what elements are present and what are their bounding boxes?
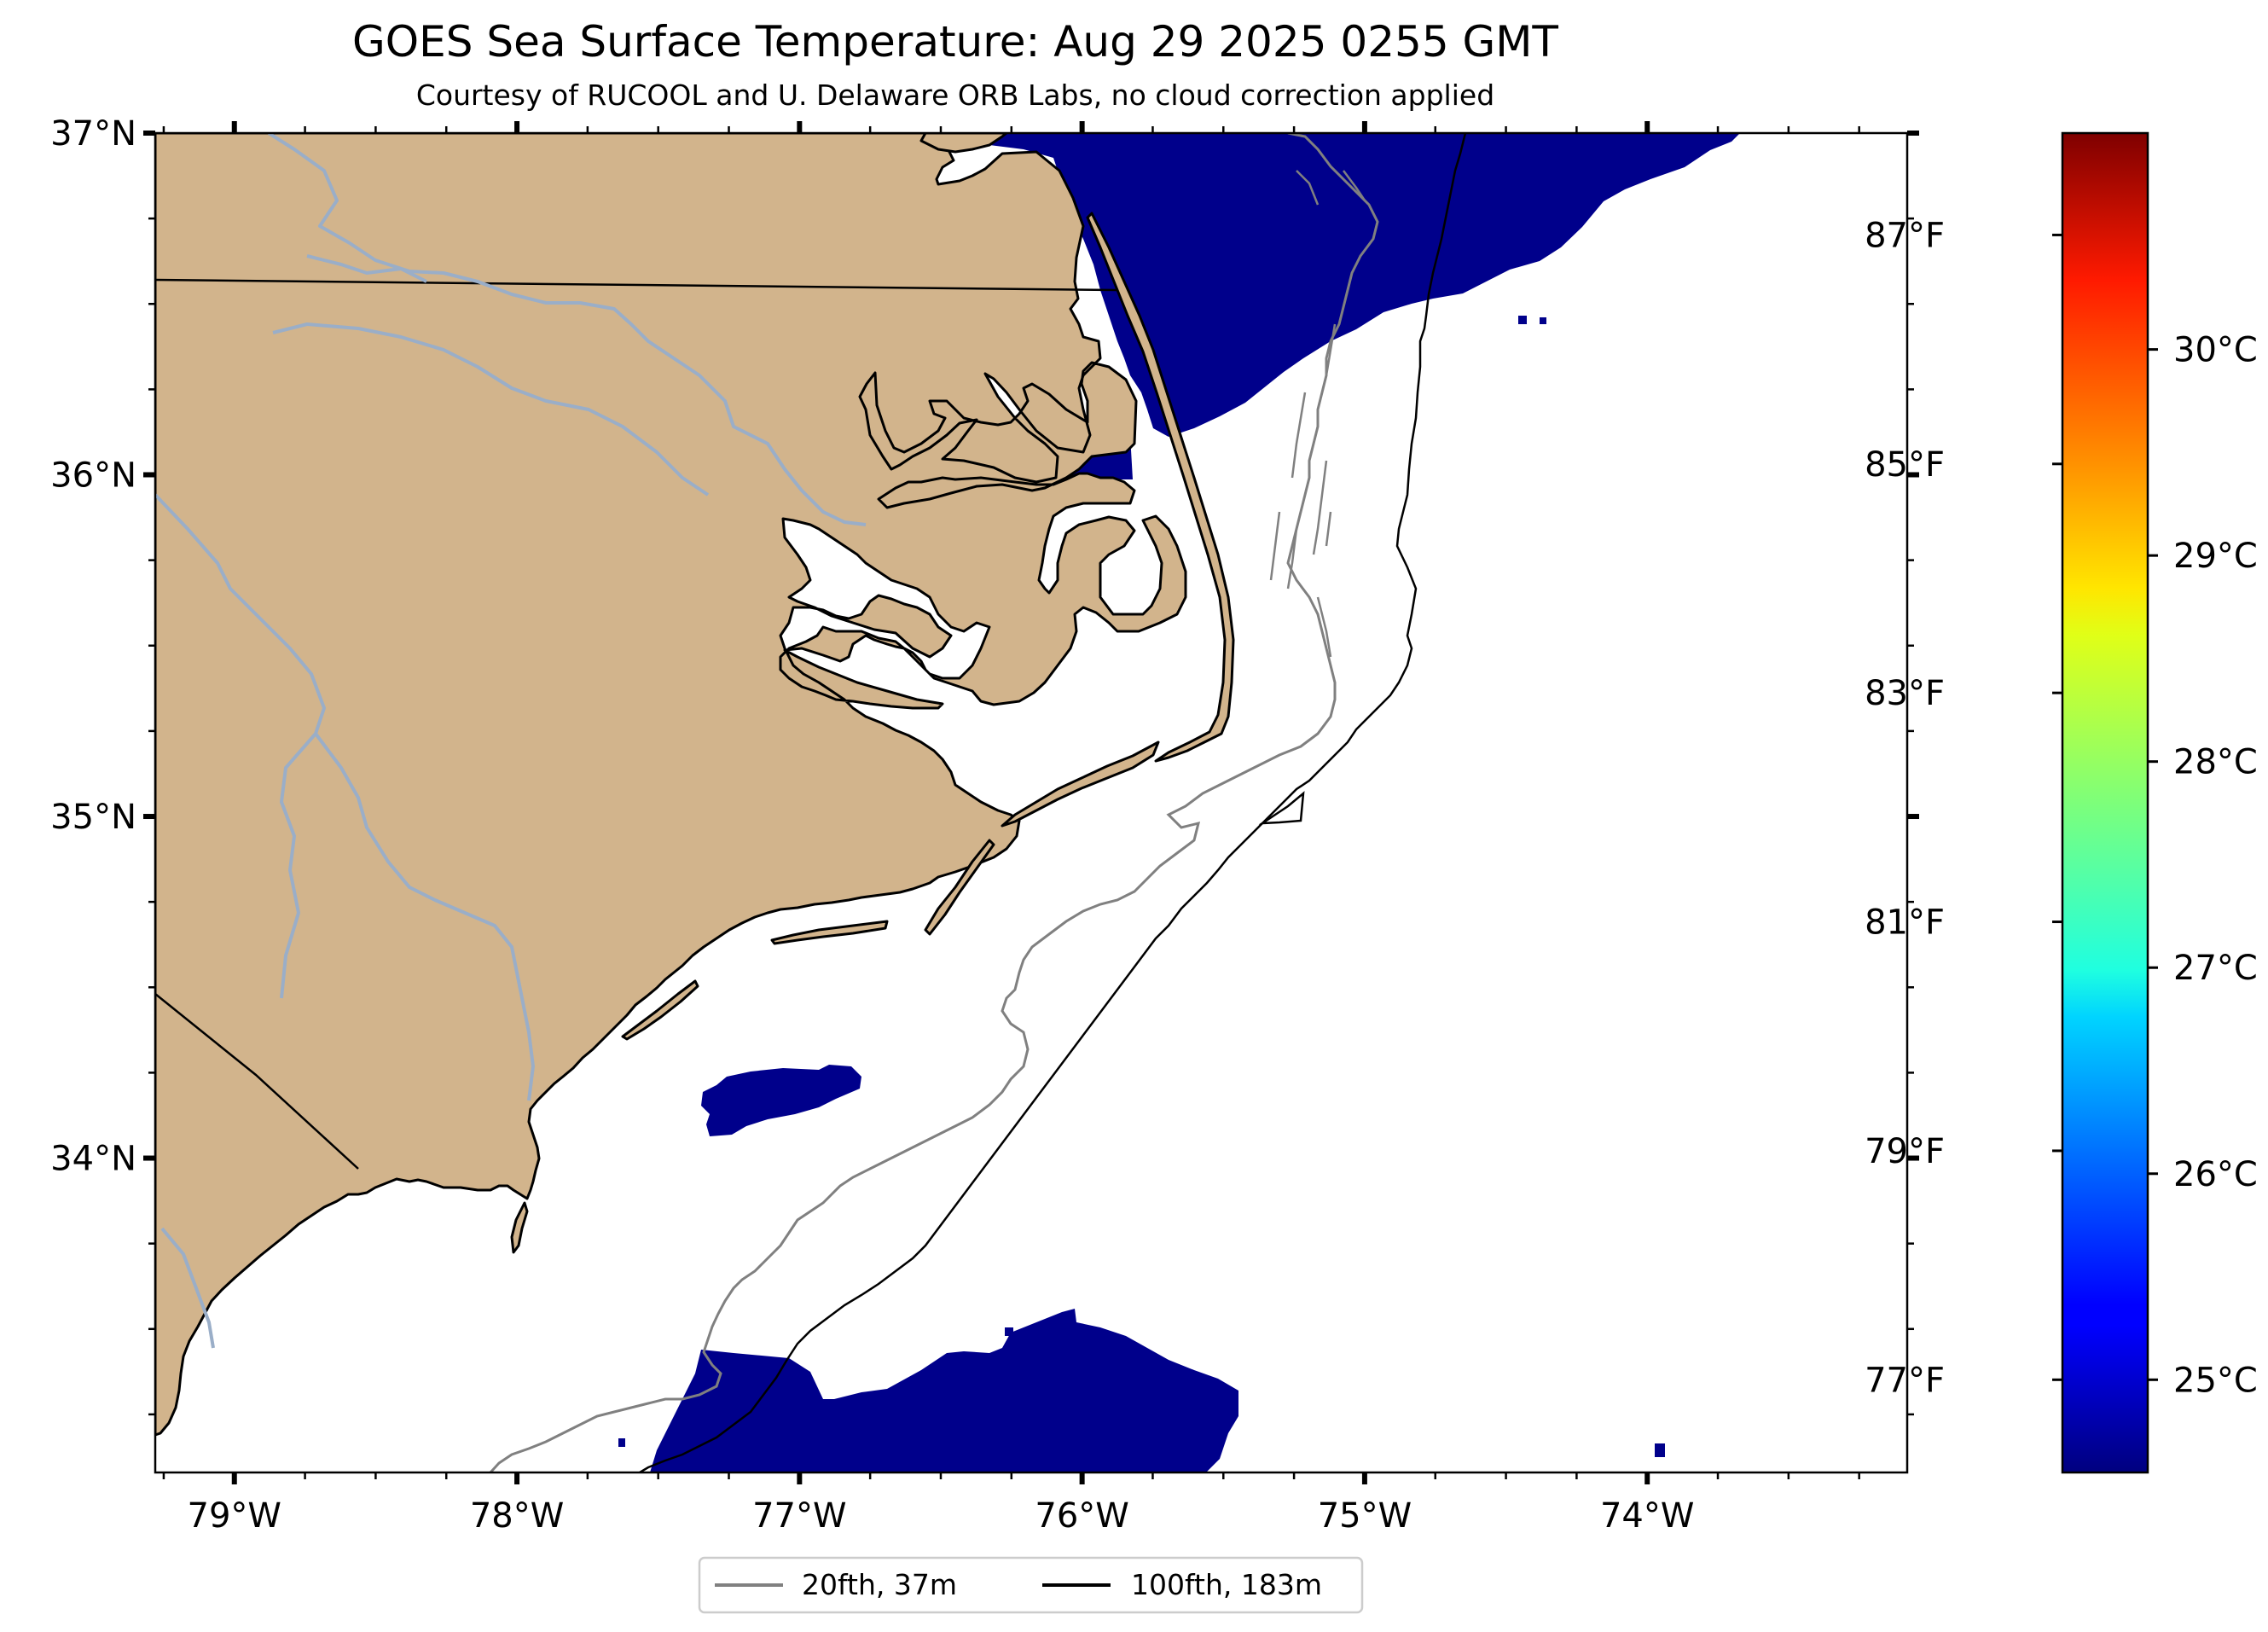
lon-tick-label: 79°W [188,1496,281,1536]
mainland [155,133,1187,1437]
colorbar-celsius-label: 30°C [2173,331,2258,370]
rivers [155,133,867,1349]
sst-patch-north [925,133,1740,437]
va-nc-border [155,278,1118,292]
lat-tick-label: 36°N [50,456,136,496]
legend: 20fth, 37m 100fth, 183m [698,1556,1364,1614]
sst-speck [1540,317,1546,324]
colorbar-celsius-label: 27°C [2173,949,2258,988]
neuse-river [155,493,535,1101]
state-borders [155,278,1118,1170]
colorbar-celsius-label: 29°C [2173,537,2258,576]
land [155,133,1235,1437]
pee-dee-river [160,1227,215,1349]
colorbar-fahrenheit-label: 77°F [1865,1361,1945,1400]
lon-tick-label: 78°W [470,1496,564,1536]
sst-speck [1005,1327,1013,1336]
colorbar-frame [2061,131,2149,1474]
lon-tick-label: 76°W [1035,1496,1128,1536]
chesapeake-shore [919,133,1008,154]
roanoke-river [267,133,867,526]
cape-fear-river [280,732,317,999]
isobath-100fth [639,133,1467,1472]
sst-speck [1655,1443,1665,1457]
cape-lookout-shoal [1258,791,1305,825]
lat-tick-label: 34°N [50,1140,136,1179]
map-subtitle: Courtesy of RUCOOL and U. Delaware ORB L… [415,78,1495,112]
colorbar-celsius-label: 25°C [2173,1361,2258,1400]
tar-river [272,322,710,497]
barrier-island-south [621,979,699,1041]
colorbar-celsius-ticks: 25°C 26°C 27°C 28°C 29°C 30°C [2148,331,2258,1400]
outer-banks-hatteras [1001,740,1160,828]
nc-sc-border [155,993,359,1170]
legend-box [698,1556,1364,1614]
lon-tick-label: 75°W [1318,1496,1412,1536]
colorbar-fahrenheit-label: 85°F [1865,445,1945,485]
longitude-ticks: 79°W 78°W 77°W 76°W 75°W 74°W [188,121,1694,1536]
river-branch [306,254,427,283]
core-banks [924,839,995,936]
sst-speck [1518,316,1527,324]
colorbar [2062,133,2148,1472]
lat-tick-label: 37°N [50,114,136,154]
cape-fear-island [510,1201,529,1254]
colorbar-fahrenheit-ticks: 77°F 79°F 81°F 83°F 85°F 87°F [1865,216,2062,1400]
map-title: GOES Sea Surface Temperature: Aug 29 202… [352,17,1558,67]
legend-label-100fth: 100fth, 183m [1131,1568,1322,1601]
minor-ticks [148,126,1914,1479]
colorbar-fahrenheit-label: 79°F [1865,1132,1945,1171]
isobath-20fth [489,133,1379,1472]
latitude-ticks: 37°N 36°N 35°N 34°N [50,114,1919,1179]
colorbar-fahrenheit-label: 87°F [1865,216,1945,255]
lon-tick-label: 74°W [1600,1496,1694,1536]
sst-speck [618,1438,625,1447]
lon-tick-label: 77°W [752,1496,846,1536]
sst-patch-offshore [701,1065,861,1136]
map-frame [154,131,1909,1474]
outer-banks-north [1086,212,1235,763]
sst-patch-south [650,1309,1238,1472]
colorbar-celsius-label: 28°C [2173,743,2258,782]
isobath-20fth-detail [1269,170,1366,658]
colorbar-fahrenheit-label: 81°F [1865,903,1945,943]
map-area [155,133,1907,1472]
colorbar-celsius-label: 26°C [2173,1155,2258,1194]
bogue-banks [770,920,889,945]
colorbar-fahrenheit-label: 83°F [1865,674,1945,713]
lat-tick-label: 35°N [50,798,136,837]
legend-label-20fth: 20fth, 37m [802,1568,957,1601]
